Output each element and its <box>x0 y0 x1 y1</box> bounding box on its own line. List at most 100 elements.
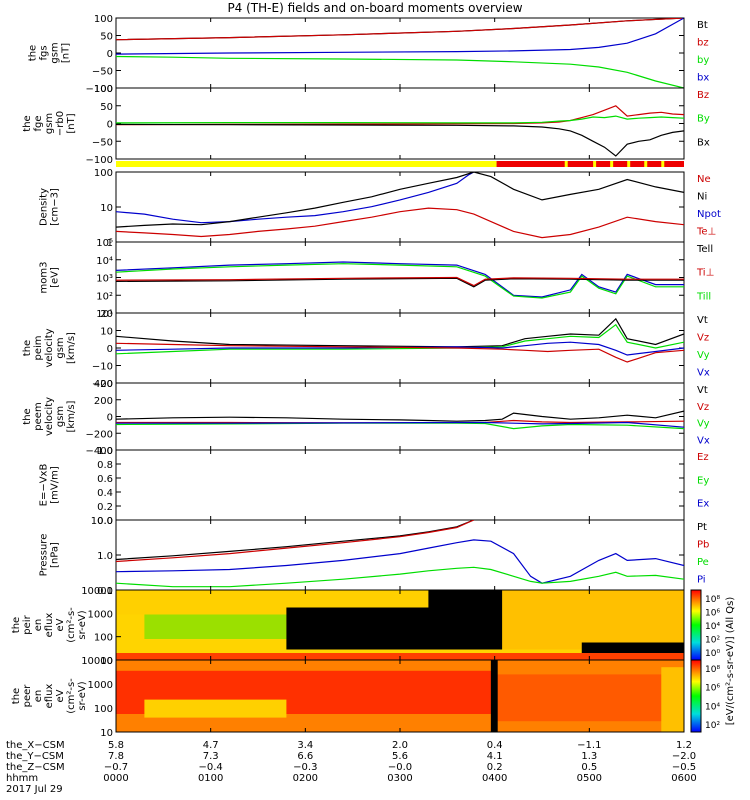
y-axis-label: the <box>28 45 39 61</box>
legend-entry: Ez <box>697 452 709 463</box>
y-tick-label: −50 <box>92 137 113 148</box>
y-axis-label: [nT] <box>61 43 72 63</box>
y-tick-label: 1000 <box>88 680 113 691</box>
mode-bar-gap <box>593 161 597 167</box>
series-line-Bz <box>116 105 684 126</box>
mode-bar-gap <box>610 161 614 167</box>
series-line-Pb <box>116 520 475 563</box>
legend-entry: Vx <box>697 435 710 446</box>
y-tick-label: 400 <box>94 379 113 390</box>
legend-entry: Bz <box>697 90 709 101</box>
colorbar-tick-label: 10⁸ <box>705 665 720 675</box>
x-axis-value: 0.5 <box>581 762 597 773</box>
mode-bar-gap <box>661 161 665 167</box>
y-tick-label: 200 <box>94 396 113 407</box>
legend-entry: Pb <box>697 540 709 551</box>
chart-title: P4 (TH-E) fields and on-board moments ov… <box>227 1 523 15</box>
series-line-By <box>116 115 684 124</box>
y-tick-label: 0.8 <box>97 460 113 471</box>
y-axis-label: gsm <box>44 113 55 134</box>
colorbar-label: [eV/(cm²-s-sr-eV)] (All Qs) <box>725 597 736 726</box>
panel-frame <box>115 449 685 521</box>
panel-peem: 400 200 0 −200 −400 the peem velocity gsm [km/s] V… <box>22 379 710 457</box>
legend-entry: Ni <box>697 192 707 203</box>
y-axis-label: the <box>11 688 22 704</box>
y-axis-label: en <box>33 690 44 703</box>
panel-frame <box>115 382 685 451</box>
y-axis-label: eV <box>55 689 66 702</box>
x-axis-value: 0.2 <box>487 762 503 773</box>
y-axis-label: [cm−3] <box>50 188 61 226</box>
colorbar-tick-label: 10⁴ <box>705 622 720 632</box>
x-axis-value: 3.4 <box>297 740 313 751</box>
mode-bar-slow <box>116 161 497 167</box>
legend-entry: Vt <box>697 315 708 326</box>
y-tick-label: 10² <box>96 291 113 302</box>
x-axis-value: 1.3 <box>581 751 597 762</box>
series-line-Vz <box>116 342 684 363</box>
y-tick-label: 0.6 <box>97 474 113 485</box>
spectrogram-cell <box>144 699 287 718</box>
x-axis-value: 0300 <box>387 773 412 784</box>
y-tick-label: 1 <box>107 238 113 249</box>
panel-fgs: 100 50 0 −50 −100 the fgs gsm [nT] Bt bz by bx <box>28 14 710 95</box>
legend-entry: Ex <box>697 499 709 510</box>
y-axis-label: Pressure <box>39 534 50 577</box>
y-tick-label: 0.4 <box>97 488 113 499</box>
y-axis-label: the <box>11 617 22 633</box>
x-axis-row-label: the_X−CSM <box>6 740 65 751</box>
y-tick-label: −400 <box>86 446 113 457</box>
y-axis-label: [nT] <box>66 113 77 133</box>
y-tick-label: 10³ <box>96 274 113 285</box>
y-tick-label: −200 <box>86 429 113 440</box>
y-tick-label: −100 <box>86 155 113 166</box>
series-line-Npot <box>116 172 475 224</box>
x-axis-value: 7.8 <box>108 751 124 762</box>
y-tick-label: 50 <box>100 102 113 113</box>
x-axis-value: 5.6 <box>392 751 408 762</box>
legend-entry: Npot <box>697 209 721 220</box>
colorbar-tick-label: 10² <box>705 721 720 731</box>
series-line-Till <box>116 263 684 299</box>
series-line-bx <box>116 18 684 55</box>
series-line-Vy <box>116 422 684 430</box>
y-axis-label: mom3 <box>39 262 50 294</box>
y-axis-label: sr-eV) <box>77 610 88 639</box>
y-tick-label: 10¹ <box>96 309 113 320</box>
y-tick-label: 0.0 <box>97 516 113 527</box>
panel-efield: 1.0 0.8 0.6 0.4 0.2 0.0 E=−VxB [mV/m] Ez Ey Ex <box>39 446 710 527</box>
legend-entry: Pi <box>697 575 706 586</box>
series-line-by <box>116 55 684 88</box>
y-tick-label: 1.0 <box>97 551 113 562</box>
y-tick-label: 100 <box>94 704 113 715</box>
panel-peer: 10000 1000 100 10 the peer en eflux eV (cm²-s-sr-… <box>11 656 720 739</box>
legend-entry: Ti⊥ <box>696 268 714 279</box>
y-axis-label: [eV] <box>50 267 61 288</box>
legend-entry: Till <box>696 291 711 302</box>
y-tick-label: 0 <box>107 49 113 60</box>
colorbar <box>690 659 702 733</box>
panel-fge: 100 50 0 −50 −100 the fge gsm −rb0 [nT] Bz By Bx <box>22 84 710 166</box>
legend-entry: Vy <box>697 350 710 361</box>
y-axis-label: (cm²-s- <box>66 678 77 714</box>
x-axis-value: −1.1 <box>577 740 601 751</box>
spectrogram-cell <box>490 660 498 732</box>
y-tick-label: 10⁴ <box>96 256 113 267</box>
colorbar <box>690 589 702 661</box>
y-axis-label: [nPa] <box>50 542 61 568</box>
legend-entry: By <box>697 114 710 125</box>
y-tick-label: 0 <box>107 344 113 355</box>
x-axis-value: 1.2 <box>676 740 692 751</box>
x-axis-value: 0.4 <box>487 740 503 751</box>
x-axis-row-label: the_Z−CSM <box>6 762 65 773</box>
x-axis-value: −2.0 <box>672 751 696 762</box>
y-axis-label: (cm²-s- <box>66 607 77 643</box>
x-axis-value: 0600 <box>671 773 696 784</box>
y-tick-label: 1.0 <box>97 446 113 457</box>
y-axis-label: [km/s] <box>66 400 77 432</box>
y-axis-label: gsm <box>55 406 66 427</box>
y-tick-label: 0 <box>107 120 113 131</box>
y-axis-label: eflux <box>44 613 55 638</box>
spectrogram-cell <box>496 674 684 722</box>
series-line-Tell <box>116 277 684 288</box>
